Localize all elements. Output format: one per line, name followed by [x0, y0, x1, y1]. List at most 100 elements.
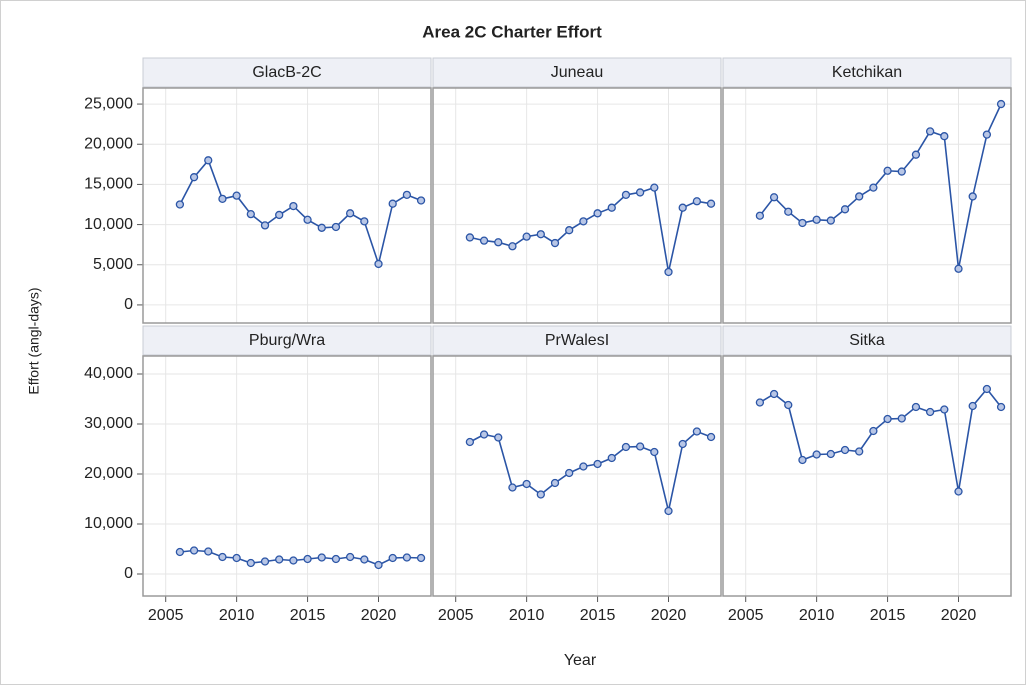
point	[869, 426, 878, 436]
point	[388, 199, 397, 208]
point	[607, 453, 616, 463]
point	[416, 553, 426, 563]
point	[855, 447, 864, 456]
panel-border	[142, 355, 432, 597]
point	[317, 223, 326, 232]
point	[755, 398, 765, 407]
point	[798, 218, 807, 228]
y-tick-label: 10,000	[84, 515, 133, 532]
point	[954, 487, 963, 496]
point	[579, 462, 588, 471]
point	[621, 190, 631, 200]
point	[784, 207, 793, 216]
point	[550, 238, 560, 248]
point	[331, 554, 341, 564]
y-tick-label: 30,000	[84, 415, 133, 432]
point	[522, 479, 531, 489]
chart-title: Area 2C Charter Effort	[422, 22, 602, 41]
point	[204, 156, 213, 165]
point	[189, 173, 199, 182]
point	[593, 459, 602, 469]
point	[402, 190, 412, 200]
y-tick-label: 10,000	[84, 216, 133, 233]
point	[522, 232, 531, 241]
y-tick-label: 0	[124, 296, 133, 313]
point	[360, 555, 369, 564]
point	[479, 430, 489, 439]
y-tick-label: 15,000	[84, 176, 133, 193]
x-tick-label: 2005	[148, 607, 184, 624]
panel-header	[722, 57, 1012, 88]
point	[508, 483, 517, 492]
point	[218, 552, 227, 562]
point	[911, 150, 921, 159]
y-tick-label: 5,000	[93, 256, 133, 273]
point	[769, 389, 779, 399]
x-tick-label: 2005	[728, 607, 764, 624]
point	[769, 193, 779, 202]
point	[246, 558, 255, 568]
point	[260, 557, 270, 566]
point	[550, 478, 560, 488]
point	[940, 405, 949, 414]
panel-border	[432, 87, 722, 324]
point	[289, 201, 298, 211]
point	[897, 414, 906, 423]
point	[996, 99, 1006, 109]
point	[246, 209, 255, 219]
point	[869, 183, 878, 192]
panel-header	[432, 57, 722, 88]
point	[706, 199, 716, 208]
series-line	[759, 387, 1002, 492]
x-tick-label: 2020	[651, 607, 687, 624]
point	[565, 468, 574, 478]
point	[175, 547, 185, 557]
point	[275, 555, 284, 564]
panel-border	[722, 87, 1012, 324]
point	[968, 401, 977, 411]
y-tick-label: 20,000	[84, 465, 133, 482]
panel-title: GlacB-2C	[252, 64, 321, 81]
x-axis-label: Year	[564, 652, 597, 669]
y-axis-label: Effort (angl-days)	[26, 287, 42, 394]
point	[755, 211, 765, 220]
panel-title: Pburg/Wra	[249, 332, 325, 349]
point	[812, 450, 821, 459]
x-tick-label: 2005	[438, 607, 474, 624]
point	[289, 556, 298, 565]
point	[345, 552, 355, 562]
point	[678, 439, 687, 449]
point	[218, 194, 227, 204]
point	[996, 402, 1006, 412]
point	[940, 132, 949, 141]
point	[536, 230, 545, 239]
panel-header	[142, 325, 432, 356]
point	[982, 384, 992, 394]
point	[954, 264, 963, 273]
point	[317, 553, 326, 562]
point	[925, 127, 935, 136]
panel-border	[722, 355, 1012, 597]
point	[204, 547, 213, 556]
panel-title: Juneau	[551, 64, 604, 81]
point	[303, 554, 312, 564]
panel-title: Sitka	[849, 332, 885, 349]
point	[331, 222, 341, 232]
panel-header	[142, 57, 432, 88]
point	[303, 215, 312, 224]
point	[897, 167, 906, 176]
point	[650, 183, 659, 192]
point	[360, 217, 369, 226]
point	[925, 407, 935, 417]
point	[692, 427, 702, 436]
point	[374, 259, 383, 269]
point	[374, 560, 383, 570]
x-tick-label: 2015	[290, 607, 326, 624]
point	[565, 226, 574, 235]
point	[232, 191, 241, 200]
point	[402, 553, 412, 562]
x-tick-label: 2015	[870, 607, 906, 624]
point	[650, 447, 659, 457]
point	[536, 490, 545, 499]
point	[664, 506, 673, 516]
